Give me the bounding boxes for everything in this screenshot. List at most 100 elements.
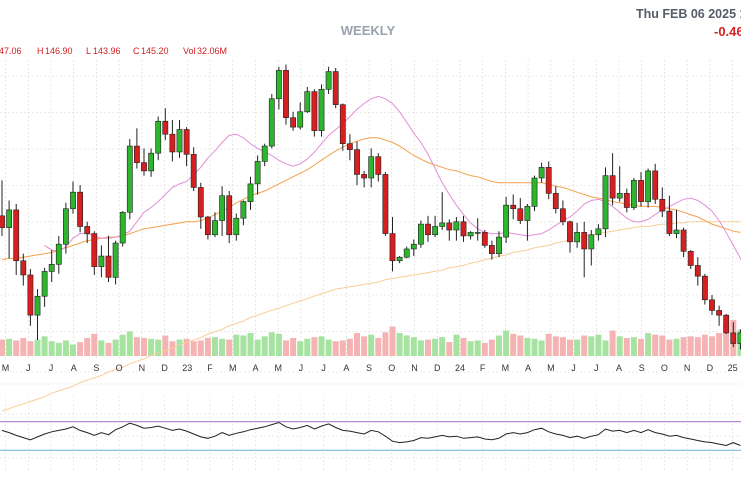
volume-bar — [623, 337, 630, 356]
volume-bar — [616, 336, 623, 356]
volume-bar — [27, 341, 34, 356]
volume-bar — [645, 333, 652, 356]
candle-body — [6, 209, 12, 228]
candle-body — [55, 243, 62, 265]
candle-body — [652, 170, 659, 200]
volume-bar — [460, 337, 467, 356]
candle-body — [212, 220, 218, 236]
candle-body — [517, 208, 524, 221]
volume-bar — [254, 339, 261, 356]
volume-bar — [716, 333, 723, 356]
candle-body — [488, 245, 495, 254]
candle-body — [524, 206, 531, 221]
volume-bar — [595, 334, 602, 356]
candle-body — [432, 226, 438, 236]
volume-bar — [219, 338, 226, 356]
x-tick-label: M — [2, 363, 10, 373]
volume-bar — [204, 337, 211, 356]
candle-body — [254, 161, 261, 185]
volume-bar — [638, 338, 644, 356]
candle-body — [680, 229, 687, 252]
volume-bar — [354, 333, 360, 356]
candle-body — [417, 223, 424, 245]
candle-body — [126, 145, 133, 213]
x-tick-label: S — [639, 363, 645, 373]
candle-body — [283, 70, 289, 118]
volume-bar — [311, 337, 318, 356]
candle-body — [70, 191, 76, 210]
volume-bar — [141, 337, 147, 356]
volume-bar — [396, 333, 403, 356]
volume-bar — [559, 337, 566, 356]
volume-bar — [694, 337, 701, 356]
candle-body — [716, 310, 722, 316]
ma-long-line — [1, 221, 741, 412]
volume-bar — [503, 330, 510, 356]
volume-bar — [574, 339, 581, 356]
volume-bar — [283, 340, 289, 356]
volume-bar — [325, 339, 332, 356]
volume-bar — [162, 335, 169, 356]
candle-body — [190, 154, 197, 188]
volume-bar — [488, 339, 495, 356]
volume-bar — [304, 338, 311, 356]
volume-bar — [105, 342, 112, 356]
volume-bar — [98, 340, 105, 356]
candle-body — [446, 222, 453, 231]
volume-bar — [55, 342, 62, 356]
volume-bar — [389, 326, 396, 356]
volume-bar — [41, 336, 48, 356]
candle-body — [48, 264, 55, 272]
candle-body — [673, 229, 680, 234]
open-value: 147.06 — [0, 46, 22, 56]
volume-bar — [70, 344, 76, 356]
candle-body — [545, 167, 552, 194]
x-tick-label: J — [321, 363, 326, 373]
x-tick-label: J — [299, 363, 304, 373]
x-tick-label: D — [161, 363, 168, 373]
candle-body — [389, 233, 396, 262]
volume-bar — [467, 341, 474, 356]
candle-body — [538, 167, 545, 179]
candle-body — [226, 195, 233, 236]
x-tick-label: D — [707, 363, 714, 373]
volume-bar — [410, 337, 417, 356]
x-tick-label: J — [594, 363, 599, 373]
volume-bar — [240, 335, 247, 356]
volume-bar — [666, 339, 673, 356]
candle-body — [141, 162, 147, 172]
volume-bar — [226, 339, 233, 356]
volume-bar — [701, 334, 708, 356]
ohlc-readout: 147.06 H 146.90 L 143.96 C 145.20 Vol 32… — [0, 46, 227, 56]
candle-body — [268, 98, 275, 147]
candle-body — [197, 187, 204, 218]
candle-body — [148, 152, 154, 172]
volume-bar — [119, 334, 126, 356]
candle-body — [439, 222, 446, 227]
x-tick-label: O — [661, 363, 668, 373]
candle-body — [183, 129, 190, 155]
volume-bar — [155, 339, 162, 356]
candle-body — [616, 193, 623, 199]
candle-body — [623, 193, 630, 208]
candle-body — [176, 129, 183, 153]
candle-body — [510, 204, 517, 210]
volume-bar — [34, 339, 41, 356]
candle-body — [261, 145, 268, 162]
candle-body — [474, 232, 481, 234]
candle-body — [119, 211, 126, 244]
candle-body — [290, 117, 296, 128]
low-value: 143.96 — [93, 46, 121, 56]
oscillator-panel — [0, 421, 741, 451]
candle-body — [531, 177, 538, 207]
volume-bar — [602, 340, 609, 356]
volume-bar — [20, 337, 27, 356]
x-axis: M J J A S O N D 23 F M A M J J A S O N D 24 F M A M J J A S O N D 25 — [2, 363, 738, 373]
high-label: H — [37, 46, 44, 56]
candle-body — [112, 242, 119, 278]
close-value: 145.20 — [141, 46, 169, 56]
volume-bar — [318, 336, 325, 356]
volume-bar — [247, 333, 254, 356]
